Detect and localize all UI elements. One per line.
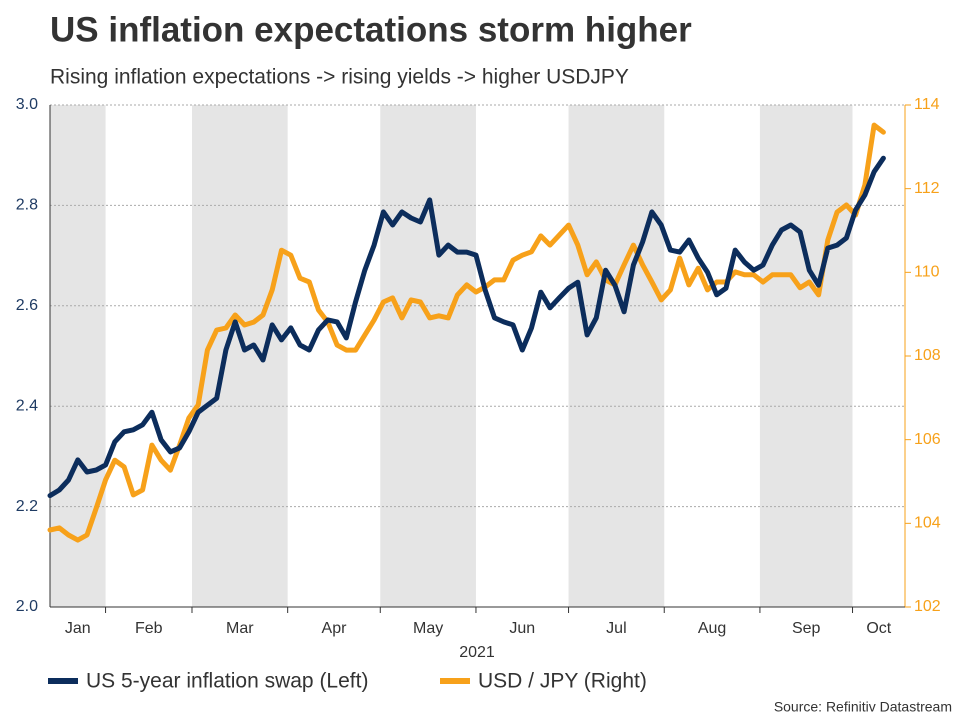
x-tick-label: Sep <box>792 620 821 637</box>
y-tick-label: 2.4 <box>16 397 38 414</box>
y-tick-label: 3.0 <box>16 96 38 113</box>
series-line <box>47 155 886 499</box>
month-band <box>568 105 665 607</box>
x-tick-label: Mar <box>226 620 254 637</box>
series-line <box>47 122 886 543</box>
y2-tick-label: 104 <box>914 515 941 532</box>
y-tick-label: 2.6 <box>16 297 38 314</box>
month-band <box>50 105 106 607</box>
month-bands <box>50 105 853 607</box>
y2-tick-label: 114 <box>914 96 940 113</box>
month-band <box>380 105 476 607</box>
y2-tick-label: 110 <box>914 264 940 281</box>
y2-tick-label: 102 <box>914 598 941 615</box>
x-tick-label: Jul <box>606 620 626 637</box>
chart-title: US inflation expectations storm higher <box>50 10 692 49</box>
x-axis-label: 2021 <box>459 644 495 661</box>
x-tick-label: Jun <box>509 620 535 637</box>
x-tick-label: Apr <box>322 620 348 637</box>
y-tick-label: 2.2 <box>16 498 38 515</box>
y2-tick-label: 106 <box>914 431 941 448</box>
x-tick-label: Feb <box>135 620 163 637</box>
x-tick-label: Jan <box>65 620 91 637</box>
y2-tick-label: 108 <box>914 347 941 364</box>
y-tick-label: 2.8 <box>16 197 38 214</box>
source-note: Source: Refinitiv Datastream <box>774 699 952 715</box>
legend-label: USD / JPY (Right) <box>478 670 647 693</box>
month-band <box>759 105 853 607</box>
x-tick-label: May <box>413 620 443 637</box>
legend-label: US 5-year inflation swap (Left) <box>86 670 368 693</box>
x-tick-label: Aug <box>698 620 726 637</box>
x-tick-label: Oct <box>866 620 891 637</box>
y-tick-label: 2.0 <box>16 598 38 615</box>
chart-subtitle: Rising inflation expectations -> rising … <box>50 66 629 89</box>
y2-tick-label: 112 <box>914 180 940 197</box>
